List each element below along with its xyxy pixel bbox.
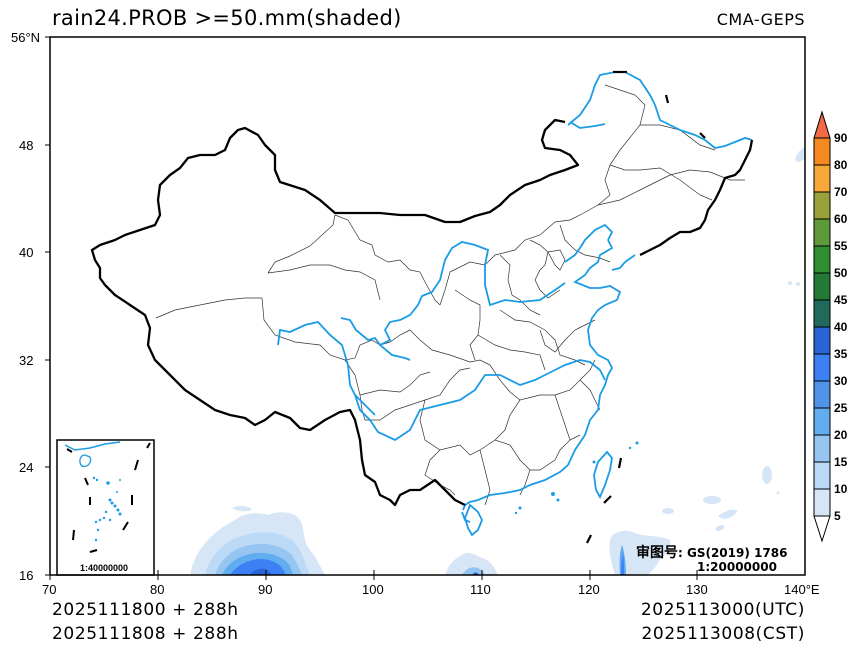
colorbar-label-60: 60	[834, 212, 848, 226]
colorbar-label-20: 20	[834, 428, 848, 442]
colorbar-label-40: 40	[834, 320, 848, 334]
x-tick-140: 140°E	[784, 582, 820, 597]
colorbar-label-5: 5	[834, 509, 841, 523]
x-tick-70: 70	[42, 582, 56, 597]
colorbar-label-80: 80	[834, 158, 848, 172]
y-tick-56: 56°N	[11, 30, 40, 45]
valid-time-cst: 2025113008(CST)	[641, 624, 805, 644]
maritime-dashes	[586, 70, 706, 544]
valid-time-utc: 2025113000(UTC)	[640, 600, 805, 620]
y-tick-48: 48	[19, 138, 33, 153]
chart-title: rain24.PROB >=50.mm(shaded)	[52, 6, 402, 30]
inset-scale-label: 1:40000000	[80, 563, 128, 573]
x-tick-80: 80	[150, 582, 164, 597]
x-axis	[49, 570, 698, 580]
national-border	[90, 118, 754, 507]
colorbar-label-30: 30	[834, 374, 848, 388]
init-time-cst: 2025111808 + 288h	[52, 624, 239, 644]
colorbar-label-55: 55	[834, 239, 848, 253]
y-tick-40: 40	[19, 245, 33, 260]
colorbar	[813, 110, 831, 543]
colorbar-label-15: 15	[834, 455, 848, 469]
colorbar-label-50: 50	[834, 266, 848, 280]
precip-shading	[190, 147, 805, 575]
x-tick-110: 110	[470, 582, 491, 597]
inset-map: 1:40000000	[56, 439, 155, 576]
model-label: CMA-GEPS	[716, 10, 805, 29]
colorbar-label-90: 90	[834, 131, 848, 145]
y-axis	[45, 36, 50, 576]
y-tick-32: 32	[19, 353, 33, 368]
x-tick-90: 90	[258, 582, 272, 597]
x-tick-130: 130	[686, 582, 708, 597]
rivers-coastline	[277, 71, 753, 537]
islands	[514, 441, 639, 515]
province-boundaries	[155, 84, 745, 506]
approval-prefix: 审图号	[636, 544, 678, 561]
x-tick-100: 100	[362, 582, 384, 597]
colorbar-label-35: 35	[834, 347, 848, 361]
approval-number: : GS(2019) 1786	[678, 546, 787, 560]
main-scale-label: 1:20000000	[697, 560, 777, 574]
y-tick-24: 24	[19, 460, 33, 475]
colorbar-label-70: 70	[834, 185, 848, 199]
x-tick-120: 120	[578, 582, 600, 597]
colorbar-label-25: 25	[834, 401, 848, 415]
colorbar-label-45: 45	[834, 293, 848, 307]
colorbar-label-10: 10	[834, 482, 848, 496]
map-frame	[49, 36, 806, 576]
y-tick-16: 16	[19, 568, 33, 583]
init-time-utc: 2025111800 + 288h	[52, 600, 239, 620]
